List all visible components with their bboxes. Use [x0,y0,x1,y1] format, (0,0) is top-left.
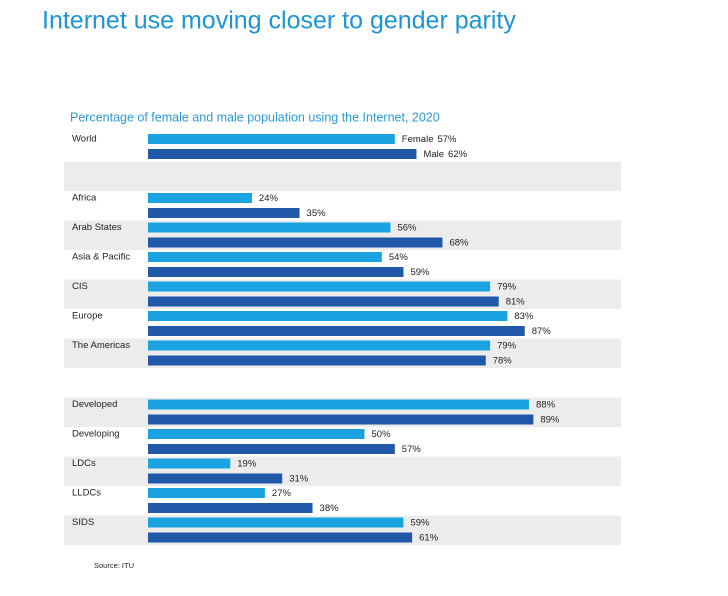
chart-title: Internet use moving closer to gender par… [42,7,516,35]
value-label: 24% [259,193,279,204]
value-label: 57% [402,444,422,455]
value-label: 35% [307,208,327,219]
category-label: LLDCs [72,488,101,499]
value-label: 61% [419,533,439,544]
bar [148,326,525,336]
bar [148,414,534,425]
value-label: 57% [437,134,457,145]
bar [148,355,486,366]
value-label: 78% [493,356,513,367]
bar [148,252,382,262]
value-label: 83% [514,311,534,322]
value-label: 81% [506,297,526,308]
category-label: Arab States [72,222,122,233]
value-label: 50% [372,429,392,440]
bar [148,532,413,543]
bar [148,517,404,528]
row-band [64,456,621,486]
bar [148,237,443,248]
value-label: 79% [497,341,517,352]
value-label: 38% [320,503,340,514]
row-band [64,161,621,191]
category-label: World [72,134,97,145]
bar [148,458,231,469]
value-label: 19% [237,459,257,470]
value-label: 87% [532,326,552,337]
bar [148,473,283,484]
value-label: 27% [272,488,292,499]
legend-label: Female [402,134,434,145]
value-label: 59% [410,518,430,529]
value-label: 31% [289,474,309,485]
bar [148,444,395,454]
legend-label: Male [423,149,444,160]
category-label: Asia & Pacific [72,252,130,263]
chart-subtitle: Percentage of female and male population… [70,110,440,124]
category-label: Europe [72,311,103,322]
bar [148,296,499,307]
bar [148,340,491,351]
bar [148,222,391,233]
bar [148,134,395,144]
bar [148,429,365,439]
bar [148,281,491,292]
bar [148,311,508,321]
bar [148,149,417,159]
bar [148,503,313,513]
value-label: 89% [540,415,560,426]
source-note: Source: ITU [94,561,134,570]
value-label: 59% [410,267,430,278]
category-label: Developed [72,399,117,410]
bar [148,193,252,203]
category-label: LDCs [72,458,96,469]
value-label: 62% [448,149,468,160]
bar [148,399,530,410]
category-label: Africa [72,193,97,204]
category-label: CIS [72,281,88,292]
bar [148,208,300,218]
category-label: SIDS [72,517,94,528]
value-label: 79% [497,282,517,293]
bar [148,488,265,498]
value-label: 56% [397,223,417,234]
value-label: 88% [536,400,556,411]
bar [148,267,404,277]
value-label: 68% [449,238,469,249]
category-label: The Americas [72,340,130,351]
category-label: Developing [72,429,120,440]
value-label: 54% [389,252,409,263]
